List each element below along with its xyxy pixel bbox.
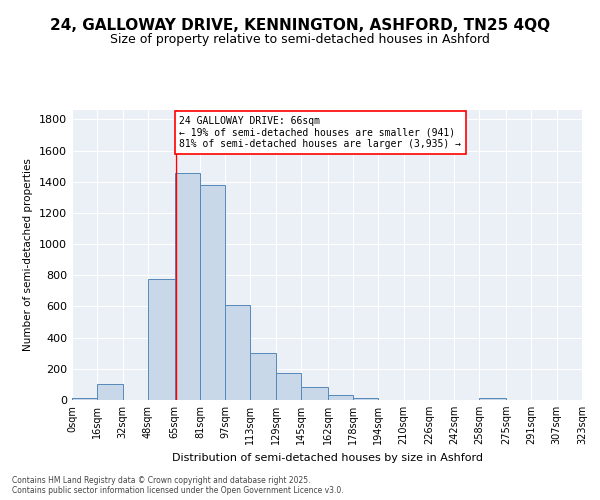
Bar xyxy=(148,279,175,400)
Bar xyxy=(479,398,506,400)
Bar xyxy=(97,384,122,400)
Bar xyxy=(72,398,97,400)
Bar xyxy=(225,305,250,400)
X-axis label: Distribution of semi-detached houses by size in Ashford: Distribution of semi-detached houses by … xyxy=(172,452,482,462)
Text: Contains HM Land Registry data © Crown copyright and database right 2025.
Contai: Contains HM Land Registry data © Crown c… xyxy=(12,476,344,495)
Bar xyxy=(328,396,353,400)
Bar xyxy=(353,398,379,400)
Text: 24 GALLOWAY DRIVE: 66sqm
← 19% of semi-detached houses are smaller (941)
81% of : 24 GALLOWAY DRIVE: 66sqm ← 19% of semi-d… xyxy=(179,116,461,150)
Bar xyxy=(200,185,225,400)
Bar xyxy=(275,374,301,400)
Bar xyxy=(250,353,275,400)
Text: 24, GALLOWAY DRIVE, KENNINGTON, ASHFORD, TN25 4QQ: 24, GALLOWAY DRIVE, KENNINGTON, ASHFORD,… xyxy=(50,18,550,32)
Y-axis label: Number of semi-detached properties: Number of semi-detached properties xyxy=(23,158,34,352)
Bar xyxy=(301,386,328,400)
Bar xyxy=(175,173,200,400)
Text: Size of property relative to semi-detached houses in Ashford: Size of property relative to semi-detach… xyxy=(110,32,490,46)
